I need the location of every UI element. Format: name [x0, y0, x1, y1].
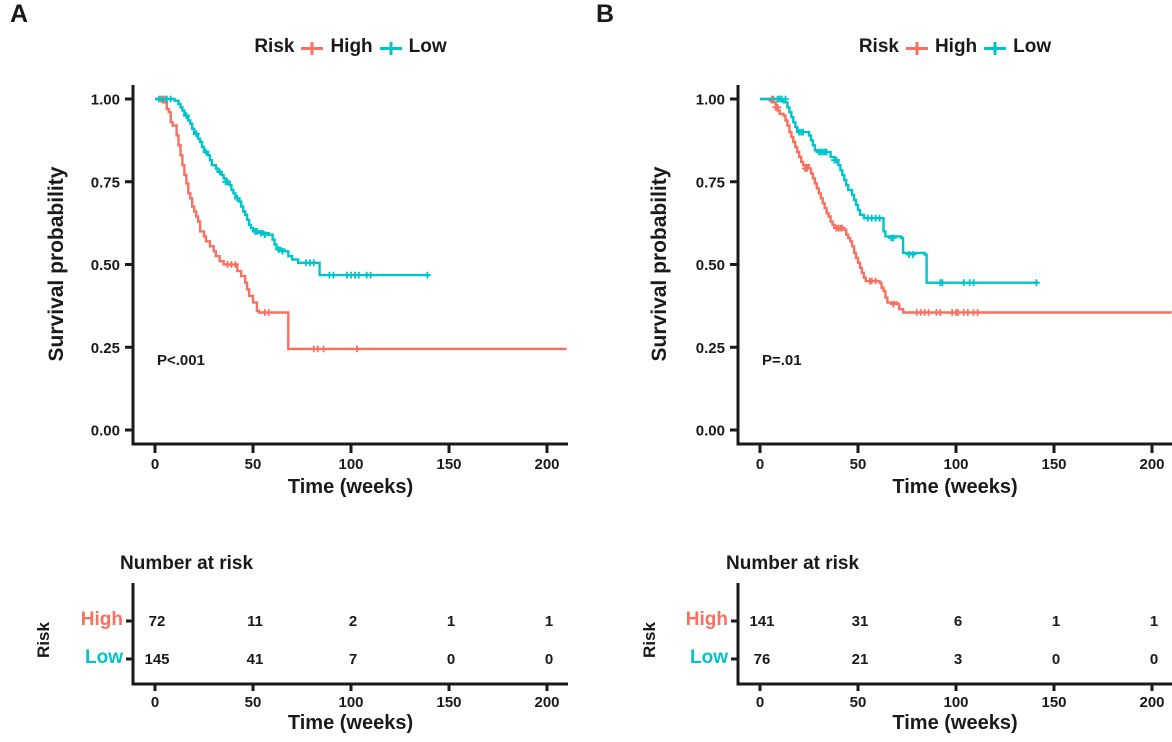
y-tick-label: 0.25	[91, 340, 120, 357]
risk-count: 21	[852, 651, 869, 668]
risk-table-axis	[736, 583, 1172, 686]
risk-count: 0	[1150, 651, 1158, 668]
y-tick-label: 0.00	[91, 423, 120, 440]
plot-axis	[131, 85, 568, 446]
x-tick-label: 100	[943, 456, 968, 473]
legend-label-low: Low	[408, 36, 447, 57]
km-curve-high	[760, 97, 1172, 314]
x-tick-label: 0	[151, 456, 159, 473]
risk-count: 41	[247, 651, 264, 668]
x-tick-label: 0	[756, 456, 764, 473]
risk-x-tick-label: 150	[436, 694, 461, 711]
censor-line-icon	[378, 37, 404, 57]
risk-count: 3	[954, 651, 962, 668]
p-value: P=.01	[762, 352, 802, 369]
censor-line-icon	[299, 37, 325, 57]
censor-marks-low	[155, 95, 431, 279]
panel-a: 1.00 0.75 0.50 0.25 0.00 0 50 100 150 200 0 50 100 15…	[10, 0, 568, 734]
risk-row-label-high: High	[685, 609, 728, 630]
legend-label-high: High	[330, 36, 373, 57]
risk-count: 7	[349, 651, 357, 668]
risk-table-title: Number at risk	[726, 553, 860, 574]
x-tick-label: 50	[850, 456, 867, 473]
y-tick-label: 1.00	[696, 92, 725, 109]
censor-line-icon	[904, 37, 930, 57]
panel-label-b: B	[596, 0, 615, 28]
risk-count: 141	[749, 613, 774, 630]
risk-table-title: Number at risk	[120, 553, 254, 574]
risk-table-axis	[131, 583, 568, 686]
risk-count: 0	[447, 651, 455, 668]
risk-x-tick-label: 150	[1041, 694, 1066, 711]
km-curve-low	[760, 97, 1039, 284]
risk-x-tick-label: 50	[850, 694, 867, 711]
risk-count: 76	[754, 651, 771, 668]
censor-marks-high	[157, 95, 361, 353]
risk-x-tick-label: 200	[534, 694, 559, 711]
risk-row-label-low: Low	[85, 647, 123, 668]
risk-count: 31	[852, 613, 869, 630]
x-axis-title: Time (weeks)	[287, 476, 414, 498]
x-tick-label: 150	[436, 456, 461, 473]
y-tick-label: 0.75	[91, 174, 120, 191]
risk-row-label-low: Low	[690, 647, 728, 668]
risk-count: 0	[1052, 651, 1060, 668]
risk-x-tick-label: 100	[338, 694, 363, 711]
risk-count: 1	[447, 613, 455, 630]
risk-count: 145	[144, 651, 169, 668]
risk-x-tick-label: 200	[1139, 694, 1164, 711]
risk-count: 72	[149, 613, 166, 630]
risk-count: 11	[247, 613, 263, 630]
x-axis-title: Time (weeks)	[892, 476, 1018, 498]
risk-x-tick-label: 0	[151, 694, 159, 711]
legend-label-low: Low	[1013, 36, 1052, 57]
legend-title: Risk	[254, 36, 295, 57]
risk-x-tick-label: 50	[245, 694, 262, 711]
censor-marks-low	[774, 95, 1040, 287]
panel-label-a: A	[10, 0, 29, 28]
legend-a: Risk High Low	[133, 36, 568, 58]
risk-count: 0	[545, 651, 553, 668]
risk-x-tick-label: 0	[756, 694, 764, 711]
censor-line-icon	[982, 37, 1008, 57]
y-axis-title: Survival probability	[648, 166, 671, 362]
risk-x-tick-label: 100	[943, 694, 968, 711]
km-curve-low	[155, 97, 430, 277]
y-tick-label: 0.00	[696, 423, 725, 440]
risk-count: 1	[1052, 613, 1060, 630]
risk-count: 1	[545, 613, 553, 630]
risk-table-x-axis-title: Time (weeks)	[892, 712, 1018, 734]
y-tick-label: 1.00	[91, 92, 120, 109]
p-value: P<.001	[157, 352, 205, 369]
y-axis-title: Survival probability	[45, 166, 68, 362]
legend-title: Risk	[858, 36, 899, 57]
x-tick-label: 200	[1139, 456, 1164, 473]
y-tick-label: 0.75	[696, 174, 725, 191]
risk-row-label-high: High	[80, 609, 123, 630]
legend-label-high: High	[934, 36, 978, 57]
y-tick-label: 0.50	[91, 257, 120, 274]
risk-count: 2	[349, 613, 357, 630]
km-curve-high	[155, 97, 567, 351]
x-tick-label: 150	[1041, 456, 1066, 473]
risk-table-x-axis-title: Time (weeks)	[287, 712, 414, 734]
x-tick-label: 100	[338, 456, 363, 473]
y-tick-label: 0.50	[696, 257, 725, 274]
risk-count: 6	[954, 613, 962, 630]
risk-count: 1	[1150, 613, 1158, 630]
x-tick-label: 200	[534, 456, 559, 473]
y-tick-label: 0.25	[696, 340, 725, 357]
legend-b: Risk High Low	[738, 36, 1172, 58]
panel-b: 1.00 0.75 0.50 0.25 0.00 0 50 100 150 200 0 50 100 15…	[586, 0, 1172, 742]
x-tick-label: 50	[245, 456, 262, 473]
plot-axis	[736, 85, 1172, 446]
